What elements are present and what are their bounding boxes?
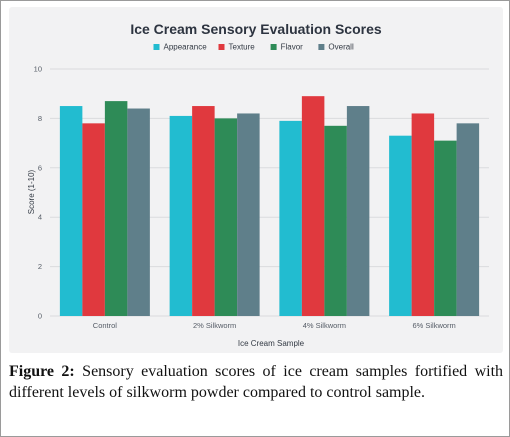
figure-caption-text: Sensory evaluation scores of ice cream s… <box>9 363 504 401</box>
chart-panel: Ice Cream Sensory Evaluation Scores Appe… <box>9 7 503 353</box>
bar-texture-0 <box>82 123 105 316</box>
y-tick-label: 2 <box>38 262 42 271</box>
bar-appearance-2 <box>279 120 302 317</box>
bar-overall-0 <box>127 108 150 317</box>
bar-appearance-1 <box>169 115 193 317</box>
x-tick-label: 6% Silkworm <box>412 321 455 330</box>
legend-label-appearance: Appearance <box>164 43 208 52</box>
legend-label-overall: Overall <box>328 43 354 52</box>
bar-flavor-3 <box>434 140 457 316</box>
y-axis-ticks: 0 2 4 6 8 10 <box>34 65 42 321</box>
y-tick-label: 6 <box>38 163 42 172</box>
y-axis-label: Score (1-10) <box>27 169 36 214</box>
chart-title: Ice Cream Sensory Evaluation Scores <box>130 21 382 37</box>
y-tick-label: 0 <box>38 312 42 321</box>
legend-swatch-overall <box>318 44 325 50</box>
bar-appearance-3 <box>389 135 412 316</box>
y-tick-label: 8 <box>38 114 42 123</box>
bars <box>59 96 480 317</box>
bar-chart: Ice Cream Sensory Evaluation Scores Appe… <box>27 21 489 348</box>
bar-overall-3 <box>456 123 480 316</box>
bar-texture-1 <box>192 106 215 316</box>
figure-caption: Figure 2: Sensory evaluation scores of i… <box>9 361 503 403</box>
x-tick-label: Control <box>93 321 118 330</box>
x-axis-ticks: Control 2% Silkworm 4% Silkworm 6% Silkworm <box>93 321 456 330</box>
bar-flavor-1 <box>214 118 238 317</box>
y-tick-label: 10 <box>34 65 42 74</box>
legend-swatch-texture <box>218 44 225 50</box>
legend-label-texture: Texture <box>229 43 256 52</box>
x-tick-label: 2% Silkworm <box>193 321 236 330</box>
legend-label-flavor: Flavor <box>281 43 304 52</box>
bar-flavor-0 <box>104 101 128 316</box>
bar-flavor-2 <box>324 125 347 316</box>
bar-overall-1 <box>237 113 260 317</box>
figure-label: Figure 2: <box>9 363 75 380</box>
bar-texture-3 <box>411 113 435 317</box>
legend: Appearance Texture Flavor Overall <box>153 43 354 52</box>
bar-appearance-0 <box>59 106 83 316</box>
y-tick-label: 4 <box>38 213 42 222</box>
x-axis-label: Ice Cream Sample <box>238 339 305 348</box>
legend-swatch-flavor <box>270 44 277 50</box>
bar-texture-2 <box>301 96 325 316</box>
legend-swatch-appearance <box>153 44 160 50</box>
x-tick-label: 4% Silkworm <box>303 321 346 330</box>
bar-overall-2 <box>346 106 370 316</box>
